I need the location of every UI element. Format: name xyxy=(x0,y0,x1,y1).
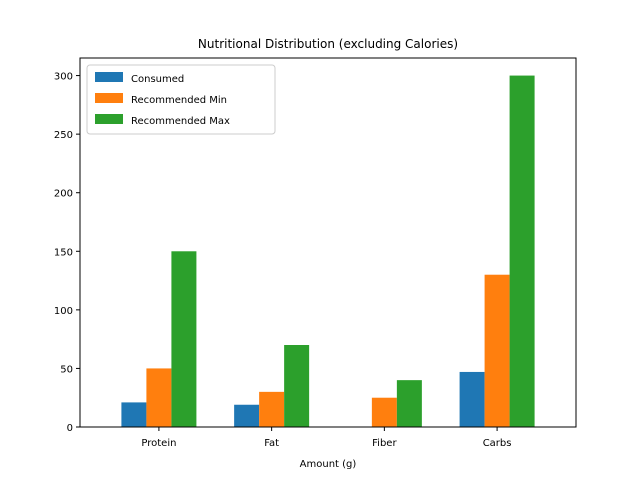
x-tick-label: Protein xyxy=(141,438,176,449)
y-tick-label: 200 xyxy=(54,189,73,200)
y-tick-label: 0 xyxy=(67,423,73,434)
legend-swatch xyxy=(95,114,123,124)
x-axis-label: Amount (g) xyxy=(300,459,357,470)
bar-recommended-max-fat xyxy=(284,345,310,427)
legend-label: Consumed xyxy=(131,74,184,85)
y-tick-label: 50 xyxy=(60,364,73,375)
legend-box xyxy=(86,64,276,135)
bar-recommended-max-protein xyxy=(171,251,197,427)
bar-consumed-fat xyxy=(234,404,260,427)
y-tick-label: 100 xyxy=(54,306,73,317)
bar-recommended-min-fat xyxy=(259,391,285,427)
bar-recommended-max-fiber xyxy=(396,380,422,427)
legend-label: Recommended Min xyxy=(131,95,227,106)
legend: Consumed Recommended Min Recommended Max xyxy=(86,64,276,135)
legend-label: Recommended Max xyxy=(131,116,230,127)
plot-frame xyxy=(79,57,577,428)
x-tick-label: Fiber xyxy=(372,438,397,449)
plot-area: 0 50 100 150 200 250 300 Protein Fat Fiber Carbs xyxy=(54,57,577,449)
bar-recommended-min-carbs xyxy=(484,274,510,427)
bar-recommended-max-carbs xyxy=(509,75,535,428)
bar-consumed-carbs xyxy=(459,371,485,427)
chart-title: Nutritional Distribution (excluding Calo… xyxy=(198,37,458,51)
bar-consumed-protein xyxy=(121,402,147,427)
y-tick-label: 150 xyxy=(54,247,73,258)
y-tick-label: 300 xyxy=(54,72,73,83)
bar-recommended-min-protein xyxy=(146,368,172,427)
x-tick-label: Carbs xyxy=(483,438,512,449)
y-tick-label: 250 xyxy=(54,130,73,141)
legend-swatch xyxy=(95,93,123,103)
x-tick-label: Fat xyxy=(264,438,279,449)
legend-swatch xyxy=(95,72,123,82)
bar-recommended-min-fiber xyxy=(371,397,397,427)
